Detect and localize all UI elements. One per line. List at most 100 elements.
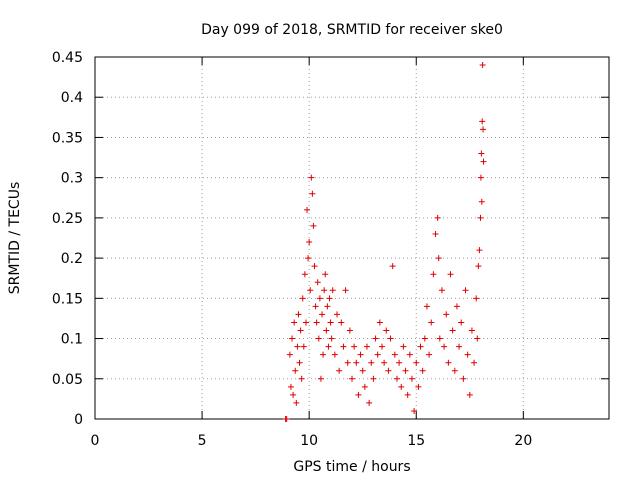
x-axis-label: GPS time / hours: [293, 459, 410, 475]
y-tick-label: 0.1: [61, 332, 83, 348]
data-point: [435, 255, 442, 262]
data-point: [411, 407, 418, 414]
data-point: [456, 343, 463, 350]
y-tick-label: 0.05: [52, 372, 83, 388]
data-point: [355, 391, 362, 398]
chart-title: Day 099 of 2018, SRMTID for receiver ske…: [201, 22, 503, 38]
data-point: [344, 359, 351, 366]
data-point: [464, 351, 471, 358]
grid: [95, 57, 609, 419]
data-point: [480, 158, 487, 165]
data-point: [316, 295, 323, 302]
data-point: [340, 343, 347, 350]
y-tick-label: 0: [74, 412, 83, 428]
data-point: [334, 311, 341, 318]
data-point: [408, 375, 415, 382]
data-point: [349, 375, 355, 382]
data-point: [307, 287, 314, 294]
data-point: [315, 335, 322, 342]
data-point: [478, 150, 485, 157]
data-point: [292, 367, 299, 374]
x-tick-label: 10: [300, 433, 318, 449]
x-tick-label: 20: [514, 433, 532, 449]
data-point: [396, 359, 403, 366]
data-point: [319, 311, 326, 318]
y-tick-label: 0.35: [52, 130, 83, 146]
data-point: [306, 239, 313, 246]
data-point: [381, 359, 388, 366]
data-point: [413, 359, 420, 366]
data-point: [445, 359, 452, 366]
data-point: [304, 206, 311, 213]
data-point: [368, 359, 375, 366]
data-point: [311, 263, 318, 270]
data-point: [473, 295, 480, 302]
data-point: [359, 367, 366, 374]
data-point: [302, 319, 309, 326]
data-point: [370, 375, 377, 382]
ticks: 0 0.05 0.1 0.15 0.2 0.25 0.3 0.35 0.4 0.45 0 5 10 15 2…: [52, 50, 609, 449]
data-point: [317, 375, 324, 382]
data-point: [391, 351, 398, 358]
data-point: [336, 367, 343, 374]
data-point: [423, 303, 430, 310]
data-point: [477, 214, 484, 221]
data-point: [298, 375, 305, 382]
data-point: [449, 327, 456, 334]
data-point: [426, 351, 433, 358]
data-point: [415, 383, 422, 390]
data-point: [385, 367, 392, 374]
data-point: [400, 343, 407, 350]
data-point: [287, 383, 294, 390]
data-point: [310, 222, 317, 229]
data-point: [372, 335, 379, 342]
data-point: [478, 198, 485, 205]
y-tick-label: 0.2: [61, 251, 83, 267]
data-point: [460, 375, 467, 382]
data-point: [293, 399, 300, 406]
data-point: [327, 319, 334, 326]
data-point: [389, 263, 396, 270]
data-point: [286, 351, 293, 358]
data-point: [475, 263, 482, 270]
data-point: [313, 319, 320, 326]
data-point: [325, 343, 332, 350]
data-point: [329, 287, 336, 294]
data-point: [331, 351, 338, 358]
data-point: [383, 327, 390, 334]
data-point: [419, 367, 426, 374]
data-point: [321, 287, 328, 294]
data-point: [296, 359, 303, 366]
data-point: [289, 335, 296, 342]
data-point: [406, 351, 413, 358]
data-point: [323, 327, 330, 334]
y-axis-label: SRMTID / TECUs: [7, 182, 23, 295]
data-point: [417, 343, 424, 350]
data-point: [283, 416, 290, 422]
data-point: [300, 343, 307, 350]
data-point: [301, 271, 308, 278]
data-point: [480, 126, 487, 133]
data-point: [297, 327, 304, 334]
data-point: [451, 367, 458, 374]
data-point: [468, 327, 475, 334]
data-point: [363, 343, 370, 350]
data-point: [441, 343, 448, 350]
data-point: [374, 351, 381, 358]
data-point: [402, 367, 409, 374]
data-point: [308, 174, 315, 181]
data-point: [404, 391, 411, 398]
data-point: [346, 327, 353, 334]
data-point: [376, 319, 383, 326]
data-point: [398, 383, 405, 390]
data-point: [387, 335, 394, 342]
data-point: [479, 62, 486, 69]
plot-frame: [94, 56, 610, 420]
x-tick-label: 5: [198, 433, 207, 449]
data-point: [447, 271, 454, 278]
x-tick-label: 15: [407, 433, 425, 449]
data-point: [357, 351, 364, 358]
x-tick-label: 0: [91, 433, 100, 449]
data-point: [421, 335, 428, 342]
